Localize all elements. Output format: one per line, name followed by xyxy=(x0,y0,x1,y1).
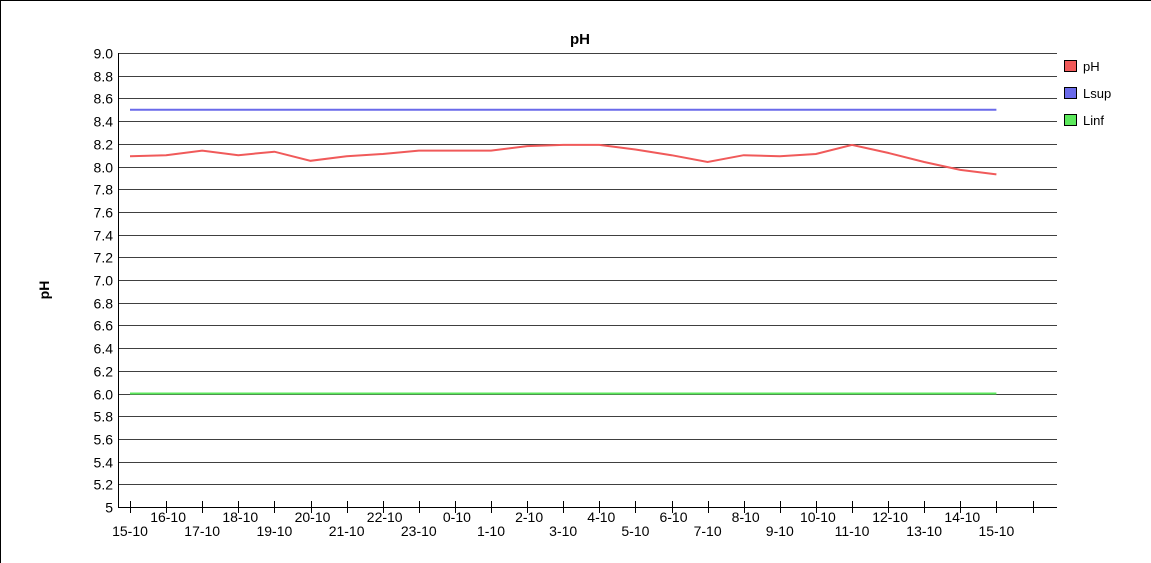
y-tick-label: 6.2 xyxy=(94,364,114,380)
y-tick-label: 8.6 xyxy=(94,91,114,107)
x-tick-label-upper: 2-10 xyxy=(515,509,543,525)
x-tick-label-upper: 6-10 xyxy=(659,509,687,525)
y-tick-label: 6.6 xyxy=(94,318,114,334)
x-tick-label-lower: 3-10 xyxy=(549,523,577,539)
x-tick-label-upper: 18-10 xyxy=(222,509,258,525)
x-tick-label-lower: 7-10 xyxy=(694,523,722,539)
y-tick-label: 6.4 xyxy=(94,341,114,357)
x-tick-label-upper: 14-10 xyxy=(944,509,980,525)
legend-label-ph: pH xyxy=(1083,59,1100,74)
y-tick-label: 5 xyxy=(105,500,113,516)
y-tick-labels: 9.0 8.8 8.6 8.4 8.2 8.0 7.8 7.6 7.4 7.2 7.0 6.8 6.6 6… xyxy=(94,46,114,516)
y-tick-label: 5.6 xyxy=(94,432,114,448)
y-tick-label: 7.0 xyxy=(94,273,114,289)
x-tick-label-upper: 12-10 xyxy=(872,509,908,525)
y-tick-label: 8.2 xyxy=(94,137,114,153)
x-tick-label-lower: 15-10 xyxy=(978,523,1014,539)
legend-swatch-lsup xyxy=(1064,87,1077,99)
axes xyxy=(118,53,1057,513)
series-line-ph xyxy=(129,143,997,176)
y-tick-label: 7.6 xyxy=(94,205,114,221)
x-tick-label-lower: 17-10 xyxy=(184,523,220,539)
legend-label-lsup: Lsup xyxy=(1083,86,1111,101)
x-tick-label-upper: 4-10 xyxy=(587,509,615,525)
y-tick-label: 5.8 xyxy=(94,409,114,425)
y-tick-label: 6.0 xyxy=(94,387,114,403)
y-tick-label: 7.8 xyxy=(94,182,114,198)
y-axis-label: pH xyxy=(36,281,52,300)
x-tick-labels: 15-10 17-10 19-10 21-10 23-10 1-10 3-10 5-10 7-1… xyxy=(112,509,1014,539)
x-tick-label-lower: 11-10 xyxy=(835,523,870,539)
x-tick-label-lower: 1-10 xyxy=(477,523,505,539)
x-tick-label-upper: 16-10 xyxy=(150,509,186,525)
y-tick-label: 6.8 xyxy=(94,296,114,312)
y-tick-label: 5.2 xyxy=(94,477,114,493)
legend: pH Lsup Linf xyxy=(1064,59,1111,128)
x-tick-label-upper: 10-10 xyxy=(800,509,836,525)
x-tick-label-upper: 20-10 xyxy=(295,509,331,525)
grid-lines xyxy=(118,53,1057,485)
y-tick-label: 8.8 xyxy=(94,69,114,85)
y-tick-label: 8.4 xyxy=(94,114,114,130)
x-tick-label-lower: 15-10 xyxy=(112,523,148,539)
x-tick-label-lower: 23-10 xyxy=(401,523,437,539)
x-tick-label-upper: 0-10 xyxy=(443,509,471,525)
x-tick-label-lower: 5-10 xyxy=(621,523,649,539)
chart-title: pH xyxy=(570,31,590,48)
legend-swatch-ph xyxy=(1064,60,1077,72)
x-tick-label-lower: 13-10 xyxy=(906,523,942,539)
x-tick-label-lower: 21-10 xyxy=(329,523,365,539)
legend-swatch-linf xyxy=(1064,114,1077,126)
y-tick-label: 5.4 xyxy=(94,455,114,471)
x-tick-label-lower: 19-10 xyxy=(256,523,292,539)
y-tick-label: 8.0 xyxy=(94,160,114,176)
y-tick-label: 7.2 xyxy=(94,250,114,266)
x-tick-label-lower: 9-10 xyxy=(766,523,794,539)
x-tick-label-upper: 22-10 xyxy=(367,509,403,525)
legend-label-linf: Linf xyxy=(1083,113,1104,128)
series-lines xyxy=(129,108,997,395)
y-tick-label: 7.4 xyxy=(94,228,114,244)
y-tick-label: 9.0 xyxy=(94,46,114,62)
x-tick-label-upper: 8-10 xyxy=(732,509,760,525)
